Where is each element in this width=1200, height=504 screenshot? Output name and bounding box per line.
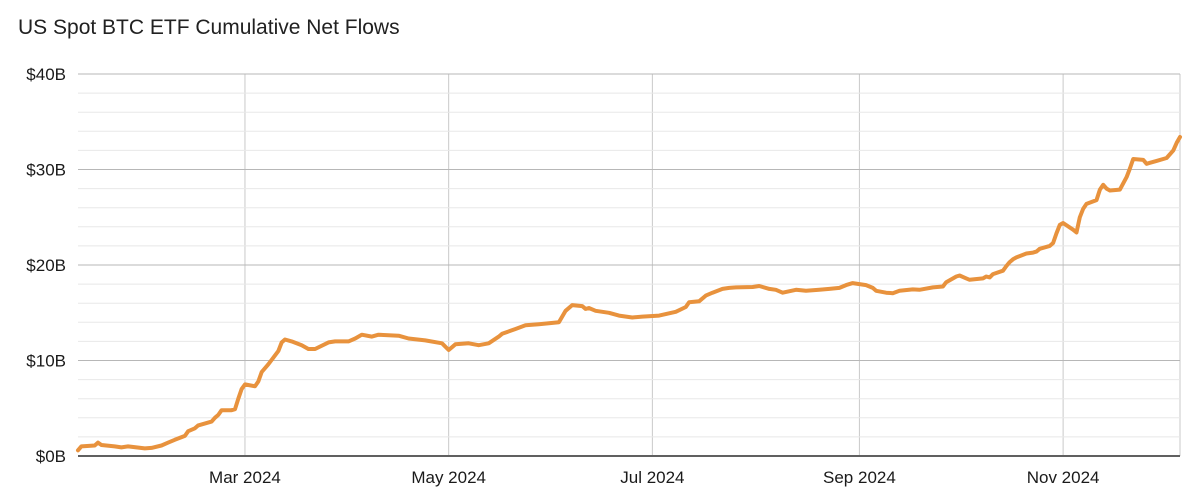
y-axis-tick-label: $30B [26,161,66,180]
x-axis-tick-label: May 2024 [411,468,486,487]
y-axis-tick-label: $40B [26,65,66,84]
y-axis-tick-label: $10B [26,352,66,371]
x-axis-tick-label: Jul 2024 [620,468,684,487]
y-axis-tick-label: $0B [36,447,66,466]
x-axis-tick-label: Nov 2024 [1027,468,1100,487]
y-axis-tick-label: $20B [26,256,66,275]
chart-title: US Spot BTC ETF Cumulative Net Flows [18,16,400,39]
cumulative-net-flows-line [76,135,1182,453]
x-axis-tick-label: Sep 2024 [823,468,896,487]
x-axis-tick-label: Mar 2024 [209,468,281,487]
